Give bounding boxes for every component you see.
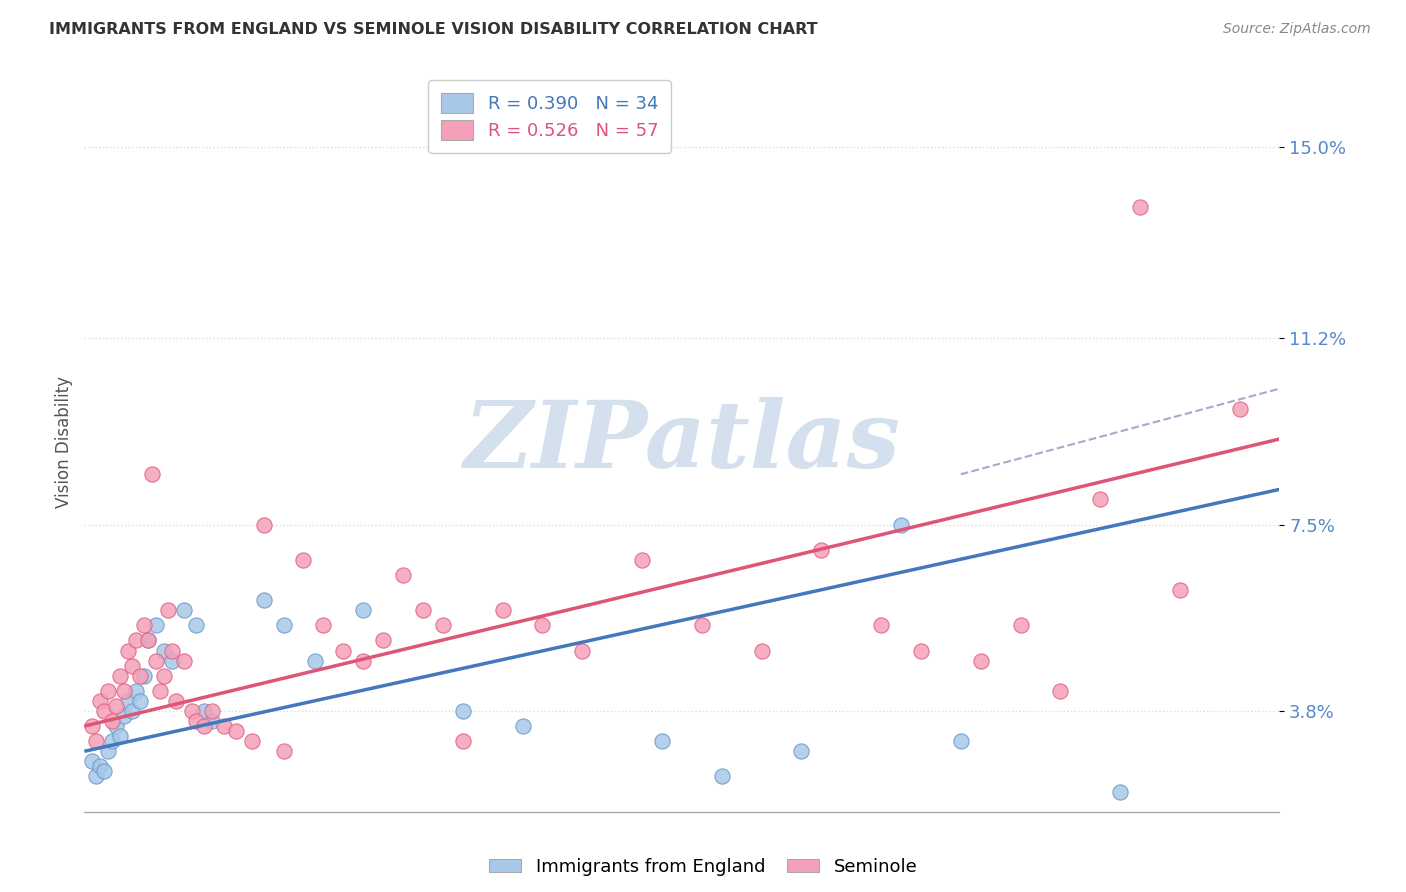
Text: Source: ZipAtlas.com: Source: ZipAtlas.com <box>1223 22 1371 37</box>
Point <box>312 618 335 632</box>
Point <box>373 633 395 648</box>
Point <box>157 603 180 617</box>
Point <box>651 734 673 748</box>
Point <box>1010 618 1032 632</box>
Text: IMMIGRANTS FROM ENGLAND VS SEMINOLE VISION DISABILITY CORRELATION CHART: IMMIGRANTS FROM ENGLAND VS SEMINOLE VISI… <box>49 22 818 37</box>
Point <box>332 643 354 657</box>
Point <box>751 643 773 657</box>
Point <box>810 542 832 557</box>
Point <box>105 698 128 713</box>
Point <box>949 734 972 748</box>
Point <box>160 643 183 657</box>
Point <box>571 643 593 657</box>
Point <box>225 724 247 739</box>
Point <box>292 553 315 567</box>
Point <box>173 654 195 668</box>
Point <box>112 683 135 698</box>
Point <box>184 618 207 632</box>
Point <box>184 714 207 728</box>
Legend: R = 0.390   N = 34, R = 0.526   N = 57: R = 0.390 N = 34, R = 0.526 N = 57 <box>427 80 671 153</box>
Point <box>149 683 172 698</box>
Point <box>1109 784 1132 798</box>
Point <box>1049 683 1071 698</box>
Point <box>631 553 654 567</box>
Point <box>970 654 993 668</box>
Text: ZIPatlas: ZIPatlas <box>464 397 900 486</box>
Point <box>129 669 152 683</box>
Point <box>790 744 813 758</box>
Point <box>132 669 156 683</box>
Point <box>201 714 224 728</box>
Point <box>136 633 159 648</box>
Point <box>212 719 235 733</box>
Point <box>193 719 215 733</box>
Point <box>253 593 276 607</box>
Point <box>165 694 187 708</box>
Point <box>710 769 733 783</box>
Point <box>112 709 135 723</box>
Point <box>352 654 374 668</box>
Point <box>125 683 148 698</box>
Point <box>97 744 120 758</box>
Point <box>1090 492 1112 507</box>
Point <box>352 603 374 617</box>
Point <box>141 467 163 482</box>
Point <box>93 764 115 779</box>
Point <box>153 669 176 683</box>
Point <box>273 618 295 632</box>
Point <box>432 618 454 632</box>
Point <box>451 704 474 718</box>
Point <box>86 769 108 783</box>
Point <box>145 654 167 668</box>
Point <box>125 633 148 648</box>
Point <box>173 603 195 617</box>
Point <box>412 603 434 617</box>
Point <box>1129 200 1152 214</box>
Point <box>512 719 534 733</box>
Point <box>136 633 159 648</box>
Point <box>273 744 295 758</box>
Point <box>129 694 152 708</box>
Point <box>110 669 132 683</box>
Point <box>105 719 128 733</box>
Point <box>392 568 415 582</box>
Point <box>86 734 108 748</box>
Point <box>153 643 176 657</box>
Point <box>1168 583 1191 598</box>
Point <box>82 719 104 733</box>
Point <box>240 734 263 748</box>
Point <box>89 694 111 708</box>
Point <box>253 517 276 532</box>
Point <box>101 734 124 748</box>
Point <box>181 704 204 718</box>
Point <box>890 517 912 532</box>
Point <box>870 618 893 632</box>
Point <box>145 618 167 632</box>
Point <box>690 618 713 632</box>
Point <box>101 714 124 728</box>
Point <box>117 643 139 657</box>
Point <box>160 654 183 668</box>
Legend: Immigrants from England, Seminole: Immigrants from England, Seminole <box>481 851 925 883</box>
Point <box>201 704 224 718</box>
Point <box>910 643 932 657</box>
Point <box>193 704 215 718</box>
Point <box>1229 401 1251 416</box>
Point <box>97 683 120 698</box>
Point <box>117 694 139 708</box>
Point <box>132 618 156 632</box>
Point <box>492 603 515 617</box>
Point <box>121 704 143 718</box>
Point <box>121 658 143 673</box>
Point <box>93 704 115 718</box>
Point <box>89 759 111 773</box>
Y-axis label: Vision Disability: Vision Disability <box>55 376 73 508</box>
Point <box>82 755 104 769</box>
Point <box>110 729 132 743</box>
Point <box>531 618 554 632</box>
Point <box>304 654 326 668</box>
Point <box>451 734 474 748</box>
